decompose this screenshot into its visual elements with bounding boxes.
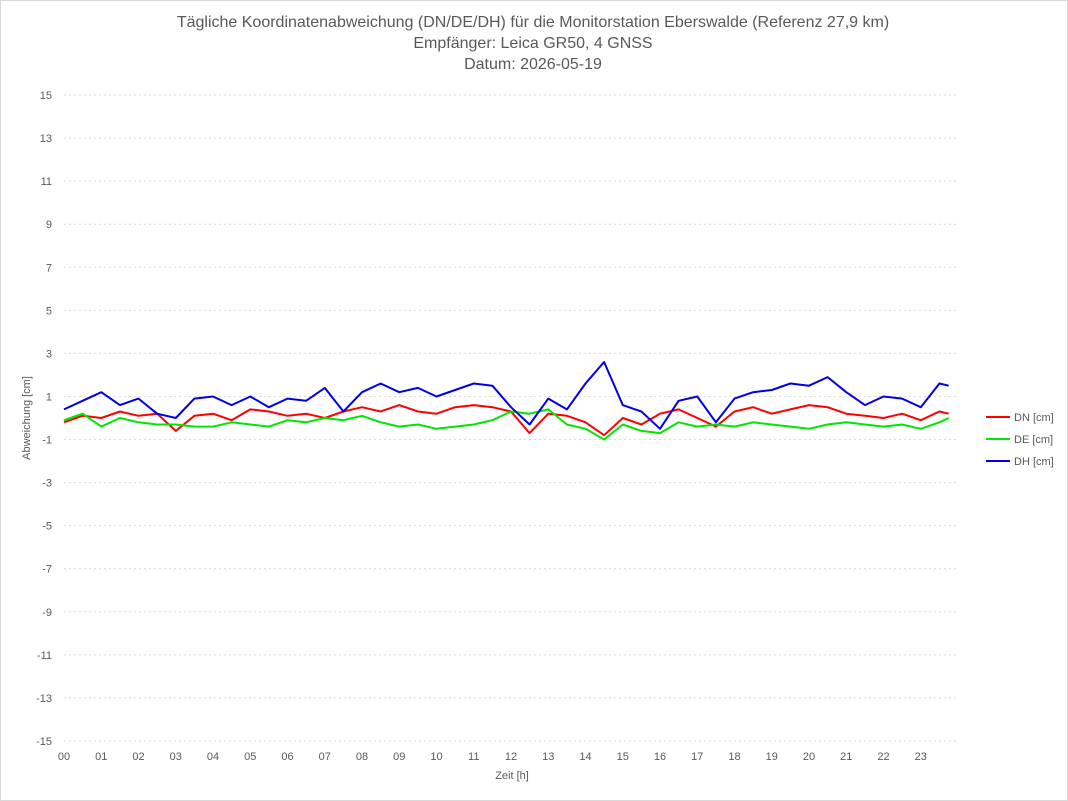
- x-tick-label: 00: [58, 751, 70, 763]
- series-lines: [63, 361, 950, 441]
- chart-title-line: Datum: 2026-05-19: [464, 56, 602, 73]
- y-tick-label: -5: [42, 521, 52, 533]
- x-tick-label: 23: [915, 751, 927, 763]
- legend-label: DN [cm]: [1014, 412, 1054, 424]
- chart-title-line: Empfänger: Leica GR50, 4 GNSS: [413, 35, 652, 52]
- y-tick-label: 15: [40, 90, 52, 102]
- x-tick-label: 16: [654, 751, 666, 763]
- x-tick-label: 09: [393, 751, 405, 763]
- y-tick-label: 9: [46, 219, 52, 231]
- y-tick-label: -1: [42, 435, 52, 447]
- x-tick-label: 20: [803, 751, 815, 763]
- x-tick-label: 10: [430, 751, 442, 763]
- y-tick-label: 13: [40, 133, 52, 145]
- x-tick-label: 08: [356, 751, 368, 763]
- x-tick-label: 01: [95, 751, 107, 763]
- x-tick-label: 03: [170, 751, 182, 763]
- series-line-dh: [63, 361, 949, 430]
- y-tick-label: -3: [42, 478, 52, 490]
- chart-title: Tägliche Koordinatenabweichung (DN/DE/DH…: [177, 14, 889, 73]
- y-tick-label: -9: [42, 607, 52, 619]
- x-tick-label: 19: [766, 751, 778, 763]
- x-tick-label: 02: [132, 751, 144, 763]
- x-tick-label: 18: [728, 751, 740, 763]
- x-tick-label: 14: [579, 751, 591, 763]
- x-tick-label: 06: [281, 751, 293, 763]
- series-line-de: [63, 408, 950, 441]
- y-axis-label: Abweichung [cm]: [21, 376, 33, 460]
- x-axis-ticks: 00 01 02 03 04 05 06 07 08 09 10 11 12 13 14 15 16 17 18 19…: [58, 751, 927, 763]
- y-tick-label: 11: [41, 176, 52, 188]
- x-tick-label: 13: [542, 751, 554, 763]
- y-tick-label: -15: [36, 736, 52, 748]
- legend-label: DH [cm]: [1014, 456, 1054, 468]
- x-tick-label: 07: [319, 751, 331, 763]
- y-tick-label: -7: [42, 564, 52, 576]
- grid: [64, 94, 958, 742]
- y-axis-ticks: 15 13 11 9 7 5 3 1 -1 -3 -5 -7 -9 -11 -13 -15: [36, 90, 52, 748]
- x-tick-label: 15: [617, 751, 629, 763]
- y-tick-label: -13: [36, 693, 52, 705]
- x-tick-label: 17: [691, 751, 703, 763]
- y-tick-label: 3: [46, 348, 52, 360]
- x-tick-label: 04: [207, 751, 219, 763]
- x-tick-label: 12: [505, 751, 517, 763]
- y-tick-label: 5: [46, 305, 52, 317]
- series-line-dn: [63, 404, 949, 437]
- legend-label: DE [cm]: [1014, 434, 1053, 446]
- x-tick-label: 05: [244, 751, 256, 763]
- x-tick-label: 11: [468, 751, 479, 763]
- legend: DN [cm] DE [cm] DH [cm]: [986, 412, 1054, 468]
- y-tick-label: 7: [46, 262, 52, 274]
- x-tick-label: 21: [840, 751, 852, 763]
- x-axis-label: Zeit [h]: [495, 770, 529, 782]
- chart-title-line: Tägliche Koordinatenabweichung (DN/DE/DH…: [177, 14, 889, 31]
- y-tick-label: 1: [46, 391, 52, 403]
- x-tick-label: 22: [877, 751, 889, 763]
- y-tick-label: -11: [37, 650, 52, 662]
